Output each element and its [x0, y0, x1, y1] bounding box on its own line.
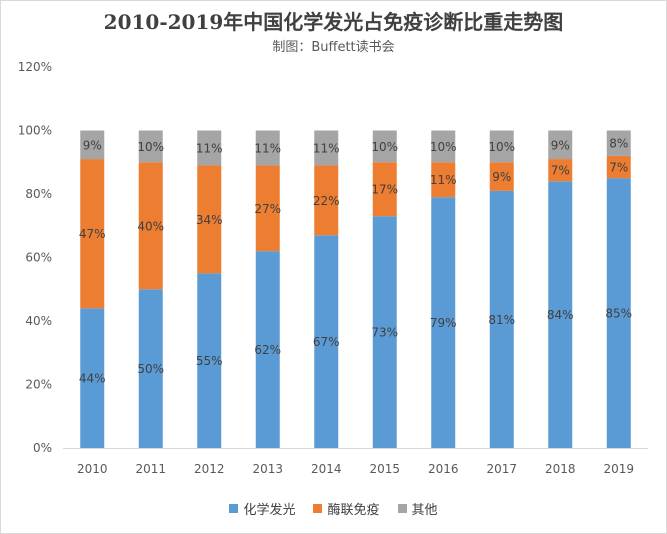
- data-label: 8%: [609, 137, 628, 151]
- legend-item: 化学发光: [229, 499, 295, 518]
- data-label: 10%: [488, 140, 515, 154]
- data-label: 50%: [137, 362, 164, 376]
- bar-segment-3: [138, 130, 163, 163]
- data-label: 9%: [492, 170, 511, 184]
- bar-segment-2: [255, 165, 280, 252]
- x-tick-label: 2010: [77, 462, 108, 476]
- y-tick-label: 0%: [33, 441, 52, 455]
- data-label: 40%: [137, 219, 164, 233]
- y-tick-label: 20%: [25, 378, 52, 392]
- data-label: 7%: [609, 161, 628, 175]
- legend-item: 其他: [397, 499, 438, 518]
- bar-segment-2: [489, 162, 514, 191]
- x-tick-label: 2018: [545, 462, 576, 476]
- bar-segment-3: [314, 130, 339, 166]
- bar-segment-2: [138, 162, 163, 290]
- data-label: 27%: [254, 202, 281, 216]
- data-label: 9%: [551, 138, 570, 152]
- data-label: 84%: [547, 308, 574, 322]
- bar-segment-2: [314, 165, 339, 236]
- bar-segment-1: [548, 181, 573, 449]
- bar-segment-2: [372, 162, 397, 217]
- data-label: 9%: [83, 138, 102, 152]
- bar-segment-3: [431, 130, 456, 163]
- data-label: 73%: [371, 326, 398, 340]
- x-tick-label: 2011: [135, 462, 166, 476]
- data-label: 17%: [371, 183, 398, 197]
- bar-segment-1: [80, 308, 105, 448]
- x-tick-label: 2019: [603, 462, 634, 476]
- bar-segment-3: [489, 130, 514, 163]
- legend-swatch: [229, 504, 239, 513]
- data-label: 79%: [430, 316, 457, 330]
- y-tick-label: 100%: [18, 124, 52, 138]
- legend-swatch: [397, 504, 407, 513]
- data-label: 55%: [196, 354, 223, 368]
- data-label: 44%: [79, 372, 106, 386]
- bar-segment-1: [197, 273, 222, 448]
- chart-legend: 化学发光 酶联免疫 其他: [0, 499, 667, 518]
- data-label: 11%: [254, 141, 281, 155]
- y-tick-label: 40%: [25, 314, 52, 328]
- data-label: 11%: [196, 141, 223, 155]
- data-label: 10%: [137, 140, 164, 154]
- data-label: 62%: [254, 343, 281, 357]
- legend-label: 化学发光: [243, 503, 296, 518]
- data-label: 85%: [605, 307, 632, 321]
- legend-swatch: [313, 504, 323, 513]
- bar-segment-3: [372, 130, 397, 163]
- legend-item: 酶联免疫: [313, 499, 380, 518]
- data-label: 11%: [430, 173, 457, 187]
- data-label: 47%: [79, 227, 106, 241]
- bar-segment-1: [314, 235, 339, 448]
- legend-label: 其他: [411, 503, 438, 518]
- data-label: 10%: [430, 140, 457, 154]
- data-label: 11%: [313, 141, 340, 155]
- bar-segment-2: [80, 159, 105, 309]
- bar-segment-1: [489, 190, 514, 448]
- x-tick-label: 2015: [369, 462, 400, 476]
- x-tick-label: 2014: [311, 462, 342, 476]
- bar-segment-3: [548, 130, 573, 160]
- data-label: 34%: [196, 213, 223, 227]
- chart-subtitle: 制图：Buffett读书会: [272, 40, 395, 55]
- bar-segment-2: [197, 165, 222, 274]
- data-label: 81%: [488, 313, 515, 327]
- bar-segment-1: [606, 178, 631, 448]
- data-label: 22%: [313, 194, 340, 208]
- legend-label: 酶联免疫: [327, 503, 380, 518]
- bar-segment-1: [431, 197, 456, 448]
- bar-segment-3: [255, 130, 280, 166]
- data-label: 10%: [371, 140, 398, 154]
- x-tick-label: 2016: [428, 462, 459, 476]
- y-tick-label: 80%: [25, 187, 52, 201]
- y-tick-label: 120%: [18, 60, 52, 74]
- y-tick-label: 60%: [25, 251, 52, 265]
- data-label: 67%: [313, 335, 340, 349]
- bar-segment-2: [606, 155, 631, 179]
- bar-segment-3: [80, 130, 105, 160]
- bar-segment-1: [372, 216, 397, 448]
- x-tick-label: 2012: [194, 462, 225, 476]
- bar-segment-3: [606, 130, 631, 156]
- bar-segment-2: [431, 162, 456, 198]
- bar-segment-2: [548, 159, 573, 182]
- bar-segment-1: [138, 289, 163, 448]
- x-tick-label: 2017: [486, 462, 517, 476]
- bar-segment-3: [197, 130, 222, 166]
- bar-segment-1: [255, 251, 280, 448]
- data-label: 7%: [551, 164, 570, 178]
- chart-title: 2010-2019年中国化学发光占免疫诊断比重走势图: [103, 10, 564, 34]
- x-tick-label: 2013: [252, 462, 283, 476]
